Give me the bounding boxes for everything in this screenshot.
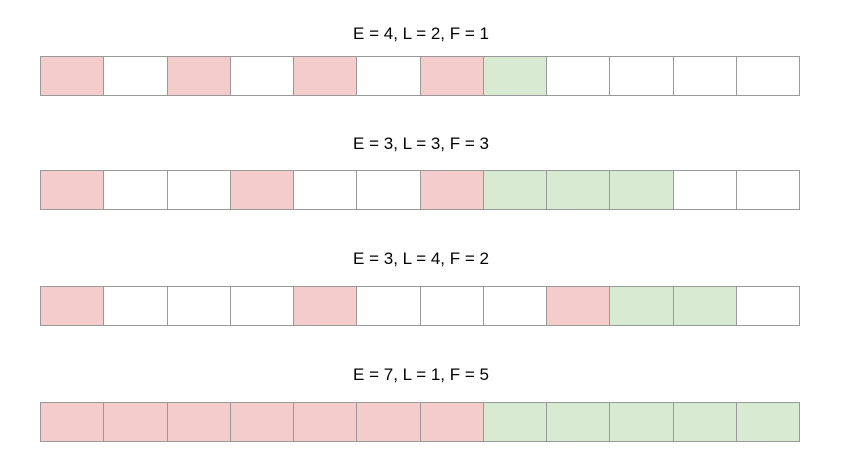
cell-red (420, 170, 484, 210)
cell-red (230, 402, 294, 442)
cell-red (167, 56, 231, 96)
cell-white (230, 286, 294, 326)
cell-green (483, 56, 547, 96)
cell-green (547, 170, 611, 210)
cell-white (547, 56, 611, 96)
cell-green (610, 402, 674, 442)
cell-red (41, 56, 105, 96)
cell-white (104, 170, 168, 210)
cell-white (420, 286, 484, 326)
row-label: E = 4, L = 2, F = 1 (353, 24, 489, 43)
cell-green (610, 286, 674, 326)
cell-white (230, 56, 294, 96)
cell-white (673, 170, 737, 210)
cell-red (294, 286, 358, 326)
cell-white (483, 286, 547, 326)
cell-red (104, 402, 168, 442)
cell-green (547, 402, 611, 442)
cell-strip (40, 286, 800, 326)
cell-red (41, 402, 105, 442)
cell-white (736, 286, 800, 326)
cell-green (483, 170, 547, 210)
cell-white (104, 286, 168, 326)
row-label: E = 3, L = 4, F = 2 (353, 249, 489, 268)
cell-red (420, 56, 484, 96)
cell-white (673, 56, 737, 96)
cell-white (357, 286, 421, 326)
cell-strip (40, 170, 800, 210)
cell-strip (40, 402, 800, 442)
cell-white (736, 170, 800, 210)
row-label: E = 7, L = 1, F = 5 (353, 365, 489, 384)
cell-green (673, 402, 737, 442)
cell-white (736, 56, 800, 96)
cell-strip (40, 56, 800, 96)
cell-white (167, 170, 231, 210)
cell-red (357, 402, 421, 442)
cell-red (167, 402, 231, 442)
cell-red (294, 402, 358, 442)
cell-green (673, 286, 737, 326)
cell-green (736, 402, 800, 442)
cell-white (357, 170, 421, 210)
cell-red (420, 402, 484, 442)
cell-white (294, 170, 358, 210)
cell-white (104, 56, 168, 96)
cell-white (610, 56, 674, 96)
cell-red (230, 170, 294, 210)
cell-green (610, 170, 674, 210)
cell-red (294, 56, 358, 96)
cell-red (547, 286, 611, 326)
cell-white (357, 56, 421, 96)
cell-green (483, 402, 547, 442)
row-label: E = 3, L = 3, F = 3 (353, 134, 489, 153)
cell-red (41, 170, 105, 210)
cell-red (41, 286, 105, 326)
cell-white (167, 286, 231, 326)
